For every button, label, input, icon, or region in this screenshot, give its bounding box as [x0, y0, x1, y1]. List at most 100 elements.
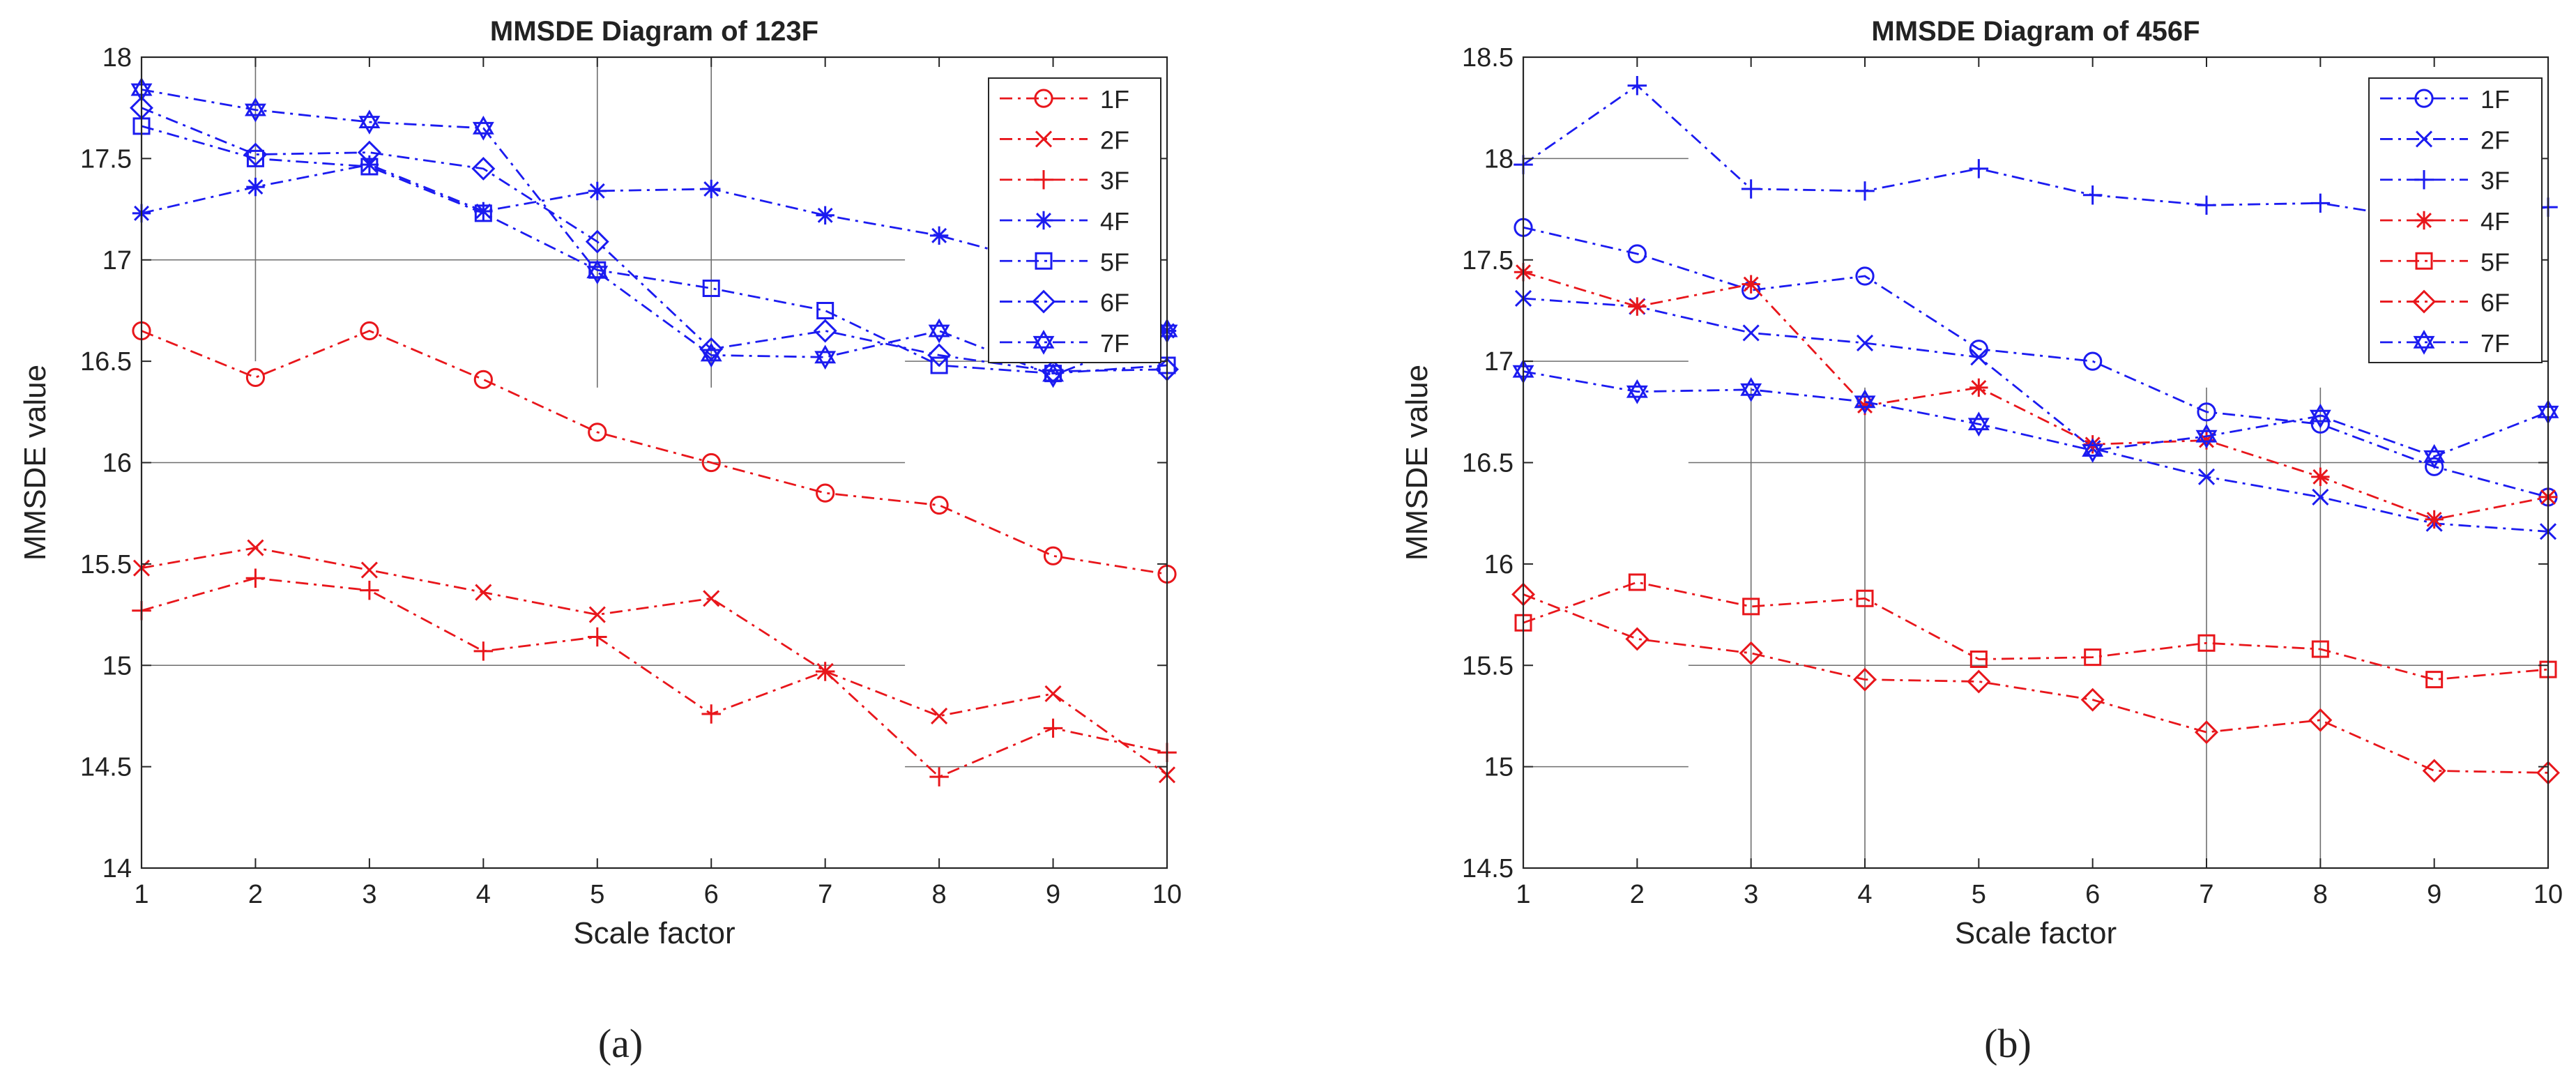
chart-b-data-point: [1628, 573, 1646, 591]
chart-b-x-tick-label: 2: [1630, 880, 1645, 909]
chart-a-data-point: [358, 109, 381, 135]
chart-a-y-tick-label: 14.5: [80, 753, 132, 782]
chart-a-data-point: [246, 177, 265, 197]
chart-b-legend-item: 5F: [2380, 248, 2510, 276]
chart-a-data-point: [929, 767, 949, 786]
chart-b-y-tick-label: 16.5: [1462, 449, 1514, 478]
chart-b-data-point: [2425, 510, 2444, 529]
chart-a-y-tick-label: 17: [102, 246, 132, 275]
chart-a-legend-marker: [1032, 330, 1055, 355]
chart-a-legend-item: 3F: [1000, 167, 1129, 195]
chart-a-legend-item: 7F: [1000, 329, 1129, 358]
chart-a-data-point: [928, 318, 950, 344]
chart-a-legend-item: 2F: [1000, 126, 1129, 154]
chart-a-data-point: [246, 149, 264, 167]
chart-a-x-tick-label: 9: [1046, 880, 1060, 909]
chart-b-legend-box: [2368, 77, 2543, 363]
chart-b-x-tick-label: 4: [1857, 880, 1872, 909]
chart-b-legend-label: 4F: [2480, 207, 2510, 236]
chart-a-data-point: [816, 301, 834, 319]
chart-a-data-point: [701, 704, 721, 724]
chart-b-legend-marker: [2414, 89, 2434, 108]
chart-b-legend-marker: [2412, 289, 2436, 314]
chart-a-ticks: 1 2 3 4 5 6 7 8 9 10 14 14.5 15 15.5 16 16.5 17 17.5 18: [80, 43, 1182, 909]
chart-b-x-tick-label: 7: [2199, 880, 2213, 909]
chart-a-y-tick-label: 17.5: [80, 144, 132, 174]
chart-a-data-point: [243, 142, 268, 167]
chart-b-y-tick-label: 14.5: [1462, 854, 1514, 883]
chart-a-legend-box: [988, 77, 1161, 363]
chart-b-series-line: [1523, 271, 2549, 521]
chart-b-y-tick-label: 18.5: [1462, 43, 1514, 73]
chart-b-data-point: [1626, 379, 1648, 404]
chart-b-data-point: [1742, 598, 1760, 616]
chart-b-data-point: [1514, 614, 1532, 632]
chart-b-series-7f: [1512, 358, 2559, 469]
chart-a-data-point: [472, 115, 494, 141]
chart-a-x-tick-label: 1: [134, 880, 148, 909]
chart-b-data-point: [2311, 467, 2330, 487]
chart-b-series-line: [1523, 226, 2549, 499]
chart-b-data-point: [1740, 377, 1762, 402]
chart-a-x-tick-label: 2: [248, 880, 263, 909]
chart-b-data-point: [1856, 334, 1874, 352]
chart-a-legend-label: 4F: [1100, 207, 1129, 236]
chart-b-y-tick-label: 16: [1484, 550, 1514, 579]
chart-b-x-tick-label: 1: [1516, 880, 1530, 909]
chart-b-y-axis-label: MMSDE value: [1400, 365, 1434, 561]
chart-a-panel-label: (a): [598, 1021, 643, 1066]
chart-b-x-tick-label: 5: [1972, 880, 1986, 909]
chart-a-data-point: [474, 204, 492, 222]
chart-b-y-tick-label: 18: [1484, 144, 1514, 174]
chart-a-data-point: [360, 561, 378, 579]
chart-b-data-point: [1628, 297, 1647, 316]
chart-b-data-point: [2197, 468, 2216, 485]
chart-b-data-point: [2309, 403, 2331, 429]
chart-b-data-point: [1742, 275, 1760, 294]
chart-b-data-point: [2197, 431, 2216, 450]
chart-a-data-point: [929, 495, 949, 515]
chart-b-legend-label: 6F: [2480, 289, 2510, 317]
chart-a-data-point: [588, 181, 607, 201]
chart-a-data-point: [929, 226, 949, 245]
chart-b-legend-label: 2F: [2480, 126, 2510, 154]
chart-a-data-point: [475, 584, 492, 601]
chart-b-data-point: [2425, 457, 2444, 476]
chart-a-grid: [142, 57, 1167, 768]
chart-b-legend-item: 7F: [2380, 329, 2510, 358]
chart-b-series-line: [1523, 370, 2549, 458]
chart-a-legend-marker: [1034, 169, 1053, 190]
chart-a-x-tick-label: 10: [1152, 880, 1182, 909]
chart-b-legend-item: 3F: [2380, 167, 2510, 195]
chart-b-data-point: [2425, 671, 2444, 689]
chart-b-legend-item: 2F: [2380, 126, 2510, 154]
chart-b-series-line: [1523, 297, 2549, 533]
chart-b-data-point: [1856, 589, 1874, 607]
chart-b-series-line: [1523, 593, 2549, 774]
chart-b-data-point: [1625, 627, 1649, 651]
chart-a-data-point: [703, 590, 720, 607]
chart-b-data-point: [2422, 759, 2446, 783]
chart-a-data-point: [132, 117, 151, 135]
chart-b-data-point: [1742, 324, 1760, 342]
chart-b-legend-marker: [2415, 252, 2433, 270]
chart-b-series-line: [1523, 84, 2549, 222]
chart-b-data-point: [2539, 660, 2557, 678]
chart-a-series-line: [141, 107, 1168, 373]
chart-b-legend-marker: [2413, 330, 2435, 355]
chart-a-x-tick-label: 5: [590, 880, 604, 909]
chart-a-data-point: [357, 140, 381, 165]
chart-b-y-tick-label: 15: [1484, 753, 1514, 782]
chart-a-data-point: [702, 179, 721, 199]
chart-a-x-tick-label: 6: [704, 880, 719, 909]
chart-b-series-5f: [1514, 573, 2557, 689]
chart-b-data-point: [1967, 411, 1990, 437]
chart-a-data-point: [701, 453, 721, 473]
chart-a: 1 2 3 4 5 6 7 8 9 10 14 14.5 15 15.5 16 16.5 17 17.5 18 MMS…: [18, 16, 1182, 1066]
chart-a-series-line: [141, 329, 1168, 575]
chart-b-data-point: [2197, 634, 2216, 652]
chart-a-data-point: [700, 342, 722, 368]
chart-a-data-point: [930, 356, 948, 374]
chart-b-legend-label: 3F: [2480, 167, 2510, 195]
